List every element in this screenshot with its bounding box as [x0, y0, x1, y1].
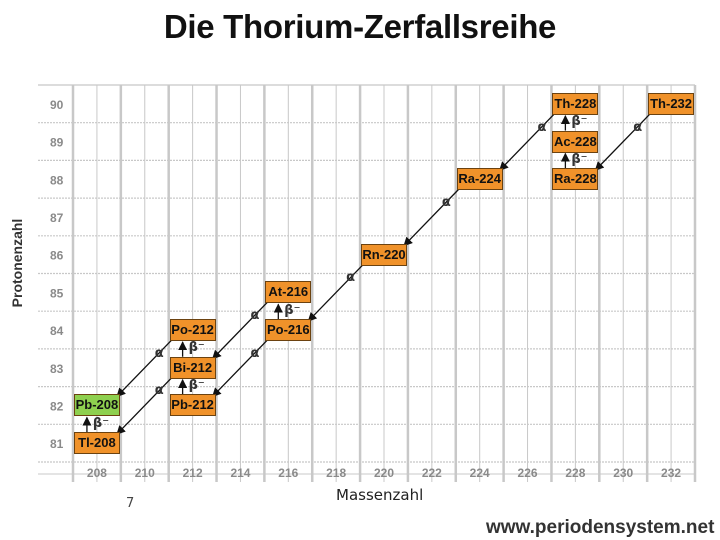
- alpha-label: α: [154, 345, 164, 361]
- decay-arrow: [307, 263, 365, 322]
- beta-label: β⁻: [92, 415, 110, 431]
- alpha-label: α: [537, 119, 547, 135]
- page-number: 7: [126, 496, 135, 511]
- beta-label: β⁻: [188, 340, 205, 356]
- y-tick-label: 90: [50, 98, 64, 112]
- nuclide-po-216: Po-216: [265, 319, 312, 342]
- nuclide-pb-208: Pb-208: [73, 394, 120, 417]
- nuclide-ra-224: Ra-224: [456, 168, 503, 191]
- x-tick-label: 216: [278, 466, 298, 480]
- alpha-label: α: [633, 119, 643, 135]
- source-url: www.periodensystem.net: [486, 517, 715, 538]
- x-tick-label: 230: [613, 466, 633, 480]
- nuclide-tl-208: Tl-208: [73, 432, 120, 455]
- x-tick-label: 218: [326, 466, 346, 480]
- nuclide-ra-228: Ra-228: [552, 168, 599, 191]
- y-tick-label: 84: [50, 324, 64, 338]
- x-tick-label: 220: [374, 466, 394, 480]
- alpha-label: α: [250, 308, 260, 324]
- decay-arrow: [594, 112, 652, 171]
- nuclide-bi-212: Bi-212: [169, 356, 216, 379]
- y-tick-label: 83: [50, 362, 64, 376]
- decay-arrow: [116, 376, 174, 435]
- page-title: Die Thorium-Zerfallsreihe: [163, 8, 557, 45]
- nuclide-pb-212: Pb-212: [169, 394, 216, 417]
- nuclide-at-216: At-216: [265, 281, 312, 304]
- y-tick-label: 89: [50, 136, 64, 150]
- x-tick-label: 208: [87, 466, 107, 480]
- tick-labels: 90 89 88 87 86 85 84 83 82 81 208 210 212 214 216 218 22…: [50, 98, 681, 480]
- nuclide-po-212: Po-212: [169, 319, 216, 342]
- beta-label: β⁻: [188, 378, 205, 394]
- y-tick-label: 85: [50, 286, 64, 300]
- decay-arrow: [403, 187, 461, 247]
- alpha-label: α: [154, 383, 164, 399]
- decay-arrows: [82, 112, 652, 435]
- x-tick-label: 232: [661, 466, 681, 480]
- x-tick-label: 226: [518, 466, 538, 480]
- x-tick-label: 224: [470, 466, 490, 480]
- nuclide-rn-220: Rn-220: [361, 243, 407, 266]
- y-tick-label: 82: [50, 399, 64, 413]
- alpha-label: α: [250, 345, 260, 361]
- nuclide-th-228: Th-228: [552, 92, 599, 115]
- alpha-label: α: [441, 194, 451, 210]
- nuclide-th-232: Th-232: [648, 92, 695, 115]
- x-tick-label: 214: [230, 466, 250, 480]
- decay-arrow: [116, 338, 174, 398]
- decay-arrow: [499, 112, 556, 171]
- y-tick-label: 87: [50, 211, 64, 225]
- decay-arrow: [211, 300, 269, 360]
- y-axis-label: Protonenzahl: [9, 218, 25, 308]
- x-tick-label: 222: [422, 466, 442, 480]
- x-axis-label: Massenzahl: [336, 486, 424, 504]
- decay-arrow: [211, 338, 269, 398]
- y-tick-label: 88: [50, 173, 64, 187]
- x-tick-label: 212: [183, 466, 203, 480]
- nuclide-ac-228: Ac-228: [552, 130, 599, 153]
- beta-label: β⁻: [284, 302, 301, 318]
- alpha-label: α: [346, 270, 356, 286]
- beta-label: β⁻: [571, 151, 588, 167]
- y-tick-label: 81: [50, 437, 64, 451]
- x-tick-label: 228: [565, 466, 585, 480]
- beta-label: β⁻: [571, 114, 588, 130]
- x-tick-label: 210: [135, 466, 155, 480]
- y-tick-label: 86: [50, 249, 64, 263]
